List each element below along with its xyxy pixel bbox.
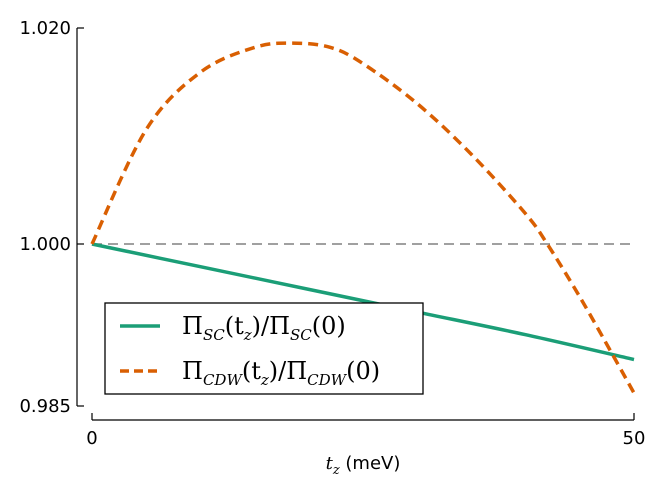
x-axis-label-subscript: z bbox=[332, 463, 340, 478]
x-tick-label-1: 50 bbox=[623, 428, 646, 449]
ticks: 0.985 1.000 1.020 0 50 bbox=[19, 18, 645, 449]
legend-label-sc: ΠSC(tz)/ΠSC(0) bbox=[182, 312, 346, 344]
x-tick-label-0: 0 bbox=[86, 428, 97, 449]
y-tick-label-2: 1.020 bbox=[19, 18, 71, 39]
series-line-0 bbox=[91, 242, 635, 362]
legend-entry-sc: ΠSC(tz)/ΠSC(0) bbox=[120, 312, 346, 344]
series-layer bbox=[90, 41, 636, 394]
series-line-1 bbox=[90, 41, 636, 394]
x-axis-label-symbol: t bbox=[326, 453, 334, 474]
y-tick-label-1: 1.000 bbox=[19, 234, 71, 255]
x-axis-label-unit: (meV) bbox=[340, 453, 401, 474]
x-axis-label: tz (meV) bbox=[326, 453, 401, 478]
legend-entry-cdw: ΠCDW(tz)/ΠCDW(0) bbox=[120, 357, 380, 389]
legend: ΠSC(tz)/ΠSC(0) ΠCDW(tz)/ΠCDW(0) bbox=[104, 302, 424, 395]
legend-label-cdw: ΠCDW(tz)/ΠCDW(0) bbox=[182, 357, 380, 389]
y-tick-label-0: 0.985 bbox=[19, 396, 71, 417]
axes bbox=[76, 28, 634, 421]
legend-box bbox=[104, 302, 424, 395]
